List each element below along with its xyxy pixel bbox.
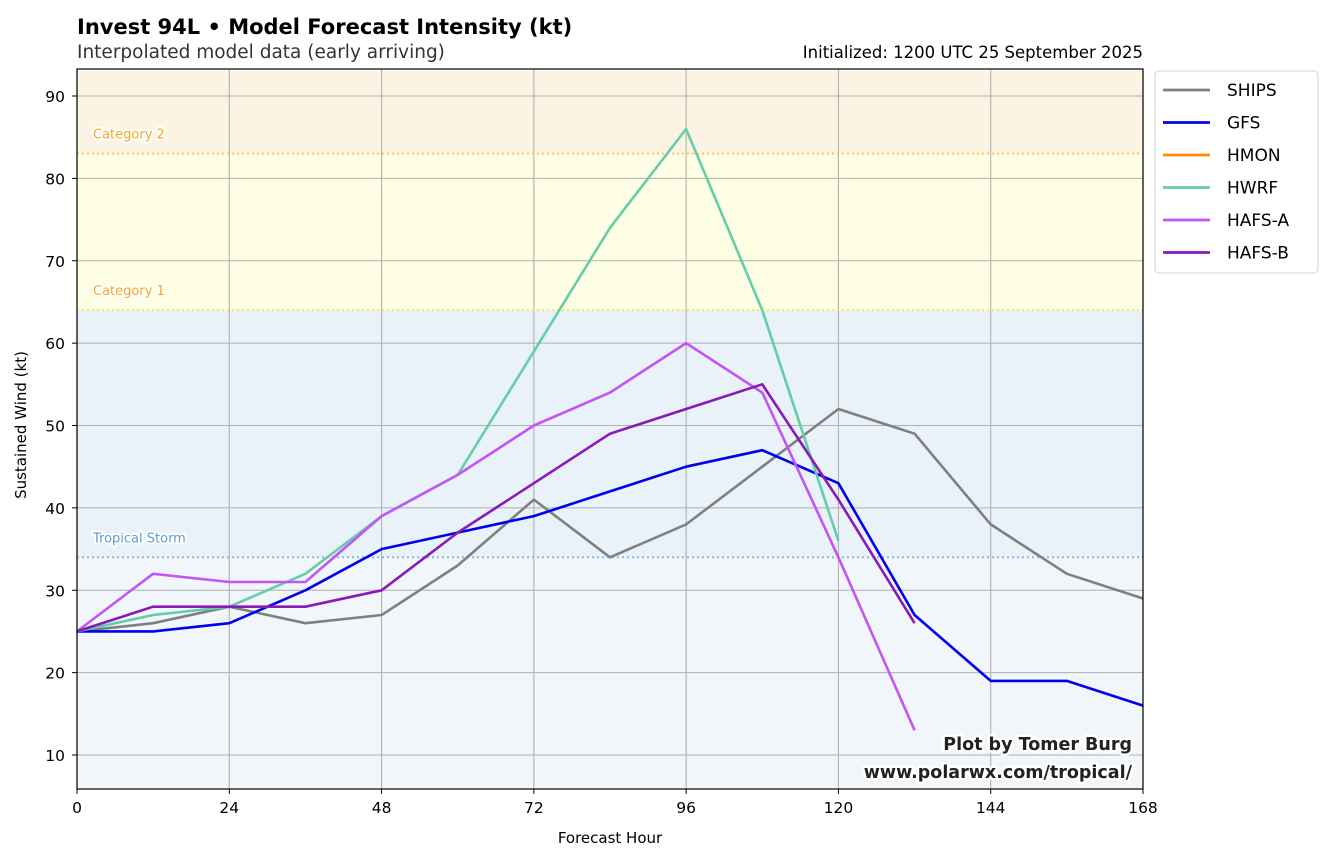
init-time: Initialized: 1200 UTC 25 September 2025 — [803, 43, 1143, 62]
band-category-1 — [77, 153, 1143, 311]
threshold-label: Category 1 — [93, 284, 165, 299]
y-tick-label: 80 — [45, 170, 65, 188]
x-tick-label: 120 — [824, 799, 854, 817]
legend-label-ships: SHIPS — [1227, 81, 1277, 101]
y-tick-label: 20 — [45, 665, 65, 683]
x-tick-label: 72 — [524, 799, 544, 817]
legend: SHIPS GFS HMON HWRF HAFS-A HAFS-B — [1154, 70, 1319, 274]
series-hafs-a — [76, 341, 916, 731]
series-gfs — [77, 448, 1144, 707]
plot-frame — [76, 68, 1144, 790]
x-tick-label: 48 — [372, 799, 392, 817]
y-tick-label: 40 — [45, 500, 65, 518]
chart-title: Invest 94L • Model Forecast Intensity (k… — [77, 15, 572, 39]
y-tick-label: 70 — [45, 253, 65, 271]
threshold-label: Tropical Storm — [92, 531, 186, 546]
chart-subtitle: Interpolated model data (early arriving) — [77, 42, 445, 63]
x-tick-label: 0 — [72, 799, 82, 817]
y-tick-label: 60 — [45, 335, 65, 353]
y-axis-label: Sustained Wind (kt) — [12, 351, 30, 499]
x-axis-ticks: 0 24 48 72 96 120 144 168 — [72, 789, 1158, 817]
credit-url: www.polarwx.com/tropical/ — [864, 763, 1133, 783]
credit-author: Plot by Tomer Burg — [943, 735, 1132, 755]
y-tick-label: 30 — [45, 582, 65, 600]
band-category-2 — [77, 71, 1143, 154]
x-tick-label: 168 — [1128, 799, 1158, 817]
series-lines — [76, 127, 1144, 731]
x-tick-label: 96 — [676, 799, 696, 817]
x-tick-label: 24 — [219, 799, 239, 817]
legend-label-hmon: HMON — [1227, 146, 1281, 166]
threshold-lines: Tropical Storm Category 1 Category 2 — [77, 126, 1143, 559]
y-tick-label: 10 — [45, 747, 65, 765]
legend-label-gfs: GFS — [1227, 114, 1260, 134]
y-axis-ticks: 10 20 30 40 50 60 70 80 90 — [45, 88, 77, 765]
legend-label-hafs-a: HAFS-A — [1227, 211, 1289, 231]
y-tick-label: 50 — [45, 418, 65, 436]
y-tick-label: 90 — [45, 88, 65, 106]
series-hafs-b — [76, 382, 916, 633]
threshold-label: Category 2 — [93, 128, 165, 143]
legend-label-hafs-b: HAFS-B — [1227, 244, 1289, 264]
x-tick-label: 144 — [976, 799, 1006, 817]
legend-label-hwrf: HWRF — [1227, 179, 1278, 199]
x-axis-label: Forecast Hour — [558, 829, 663, 847]
